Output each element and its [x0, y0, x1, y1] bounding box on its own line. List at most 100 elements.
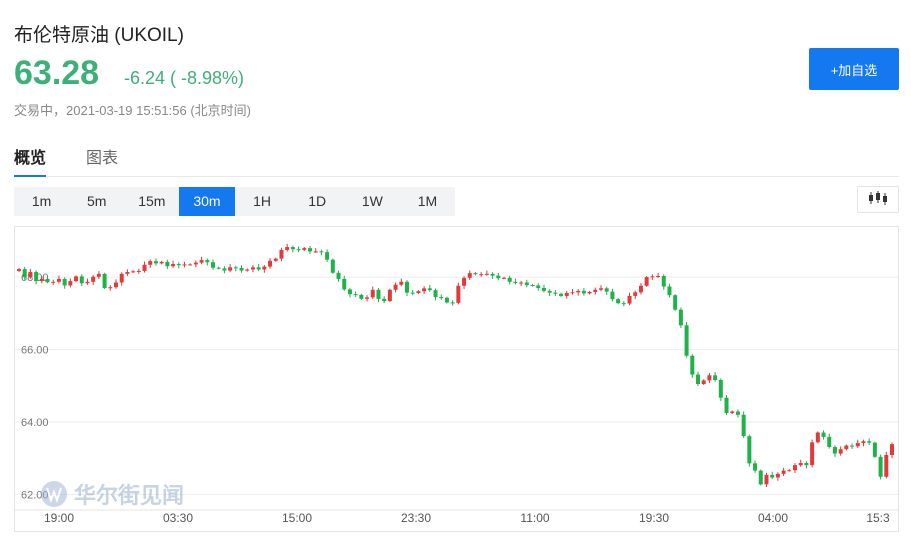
tab-overview[interactable]: 概览 [14, 144, 47, 177]
period-selector: 1m 5m 15m 30m 1H 1D 1W 1M [14, 187, 455, 216]
candle-body [336, 272, 341, 279]
y-tick-label: 64.00 [21, 417, 49, 429]
candle-body [319, 251, 324, 253]
candle-body [844, 445, 849, 450]
candle-body [764, 474, 769, 485]
candle-body [473, 273, 478, 275]
candle-body [741, 414, 746, 437]
candle-body [74, 276, 79, 282]
candle-body [34, 272, 39, 282]
candle-body [370, 289, 375, 298]
candle-body [228, 267, 233, 271]
candle-body [576, 290, 581, 293]
candle-body [530, 285, 535, 287]
candle-body [564, 293, 569, 296]
candle-body [878, 456, 883, 477]
candle-body [439, 297, 444, 299]
candle-body [51, 281, 56, 283]
price-chart[interactable]: 62.0064.0066.0068.0019:0003:3015:0023:30… [14, 226, 899, 532]
chart-frame [14, 226, 899, 532]
candle-body [570, 292, 575, 294]
period-1mo[interactable]: 1M [417, 193, 438, 209]
candle-body [290, 247, 295, 250]
candle-body [673, 295, 678, 310]
candle-body [188, 264, 193, 266]
candle-body [382, 298, 387, 302]
candle-body [804, 462, 809, 466]
candle-body [222, 268, 227, 271]
candle-body [627, 295, 632, 304]
period-1h[interactable]: 1H [253, 193, 272, 209]
candle-body [422, 288, 427, 292]
x-tick-label: 23:30 [401, 511, 431, 525]
candle-body [330, 259, 335, 273]
period-30m[interactable]: 30m [179, 187, 235, 216]
candle-body [233, 267, 238, 269]
period-1d[interactable]: 1D [308, 193, 327, 209]
candle-body [39, 278, 44, 282]
period-15m[interactable]: 15m [138, 193, 166, 209]
candle-body [153, 261, 158, 264]
period-5m[interactable]: 5m [86, 193, 107, 209]
candle-body [353, 294, 358, 296]
candle-body [707, 375, 712, 381]
candle-body [536, 285, 541, 288]
candle-body [735, 411, 740, 415]
candle-body [182, 264, 187, 266]
candle-body [656, 276, 661, 278]
candle-body [268, 260, 273, 267]
candle-body [410, 292, 415, 294]
candle-body [815, 432, 820, 443]
candle-body [650, 276, 655, 278]
candle-body [211, 262, 215, 268]
candle-body [467, 273, 472, 278]
candle-body [747, 436, 752, 464]
candle-body [136, 270, 141, 272]
candle-body [855, 443, 860, 447]
chart-type-button[interactable] [857, 186, 899, 213]
candle-body [216, 267, 221, 269]
y-tick-label: 62.00 [21, 490, 49, 502]
candle-body [393, 284, 398, 290]
add-watchlist-button[interactable]: +加自选 [809, 48, 899, 90]
candle-body [28, 272, 33, 278]
candle-body [838, 449, 843, 454]
candle-body [342, 278, 347, 290]
candle-body [867, 441, 872, 443]
candle-body [433, 290, 438, 298]
period-1w[interactable]: 1W [361, 193, 383, 209]
candlestick-chart: 62.0064.0066.0068.0019:0003:3015:0023:30… [14, 226, 899, 532]
candle-body [827, 436, 832, 448]
candle-body [793, 465, 797, 471]
last-price: 63.28 [14, 54, 100, 92]
candle-body [479, 274, 484, 276]
candle-body [667, 286, 672, 296]
candle-body [114, 282, 118, 288]
instrument-title: 布伦特原油 (UKOIL) [14, 25, 184, 46]
trading-status: 交易中，2021-03-19 15:51:56 (北京时间) [14, 103, 251, 118]
candle-body [45, 278, 50, 283]
x-tick-label: 15:3 [866, 511, 890, 525]
candle-body [690, 355, 695, 375]
candle-body [325, 252, 330, 260]
candle-body [644, 277, 649, 286]
candle-body [781, 470, 786, 474]
candle-body [176, 264, 181, 266]
candle-body [17, 269, 21, 271]
candle-body [730, 411, 735, 413]
candle-body [347, 289, 352, 295]
period-1m[interactable]: 1m [31, 193, 52, 209]
candlestick-icon [869, 191, 887, 205]
candle-body [416, 291, 421, 294]
candle-body [553, 292, 558, 294]
candle-body [250, 267, 255, 270]
candle-body [193, 262, 198, 265]
x-tick-label: 15:00 [282, 511, 312, 525]
tab-chart[interactable]: 图表 [86, 150, 119, 167]
tab-bar: 概览 图表 [14, 144, 899, 177]
candle-body [587, 291, 592, 294]
candle-body [91, 276, 96, 282]
candle-body [832, 447, 837, 454]
candle-body [490, 273, 495, 276]
candle-body [68, 281, 73, 286]
